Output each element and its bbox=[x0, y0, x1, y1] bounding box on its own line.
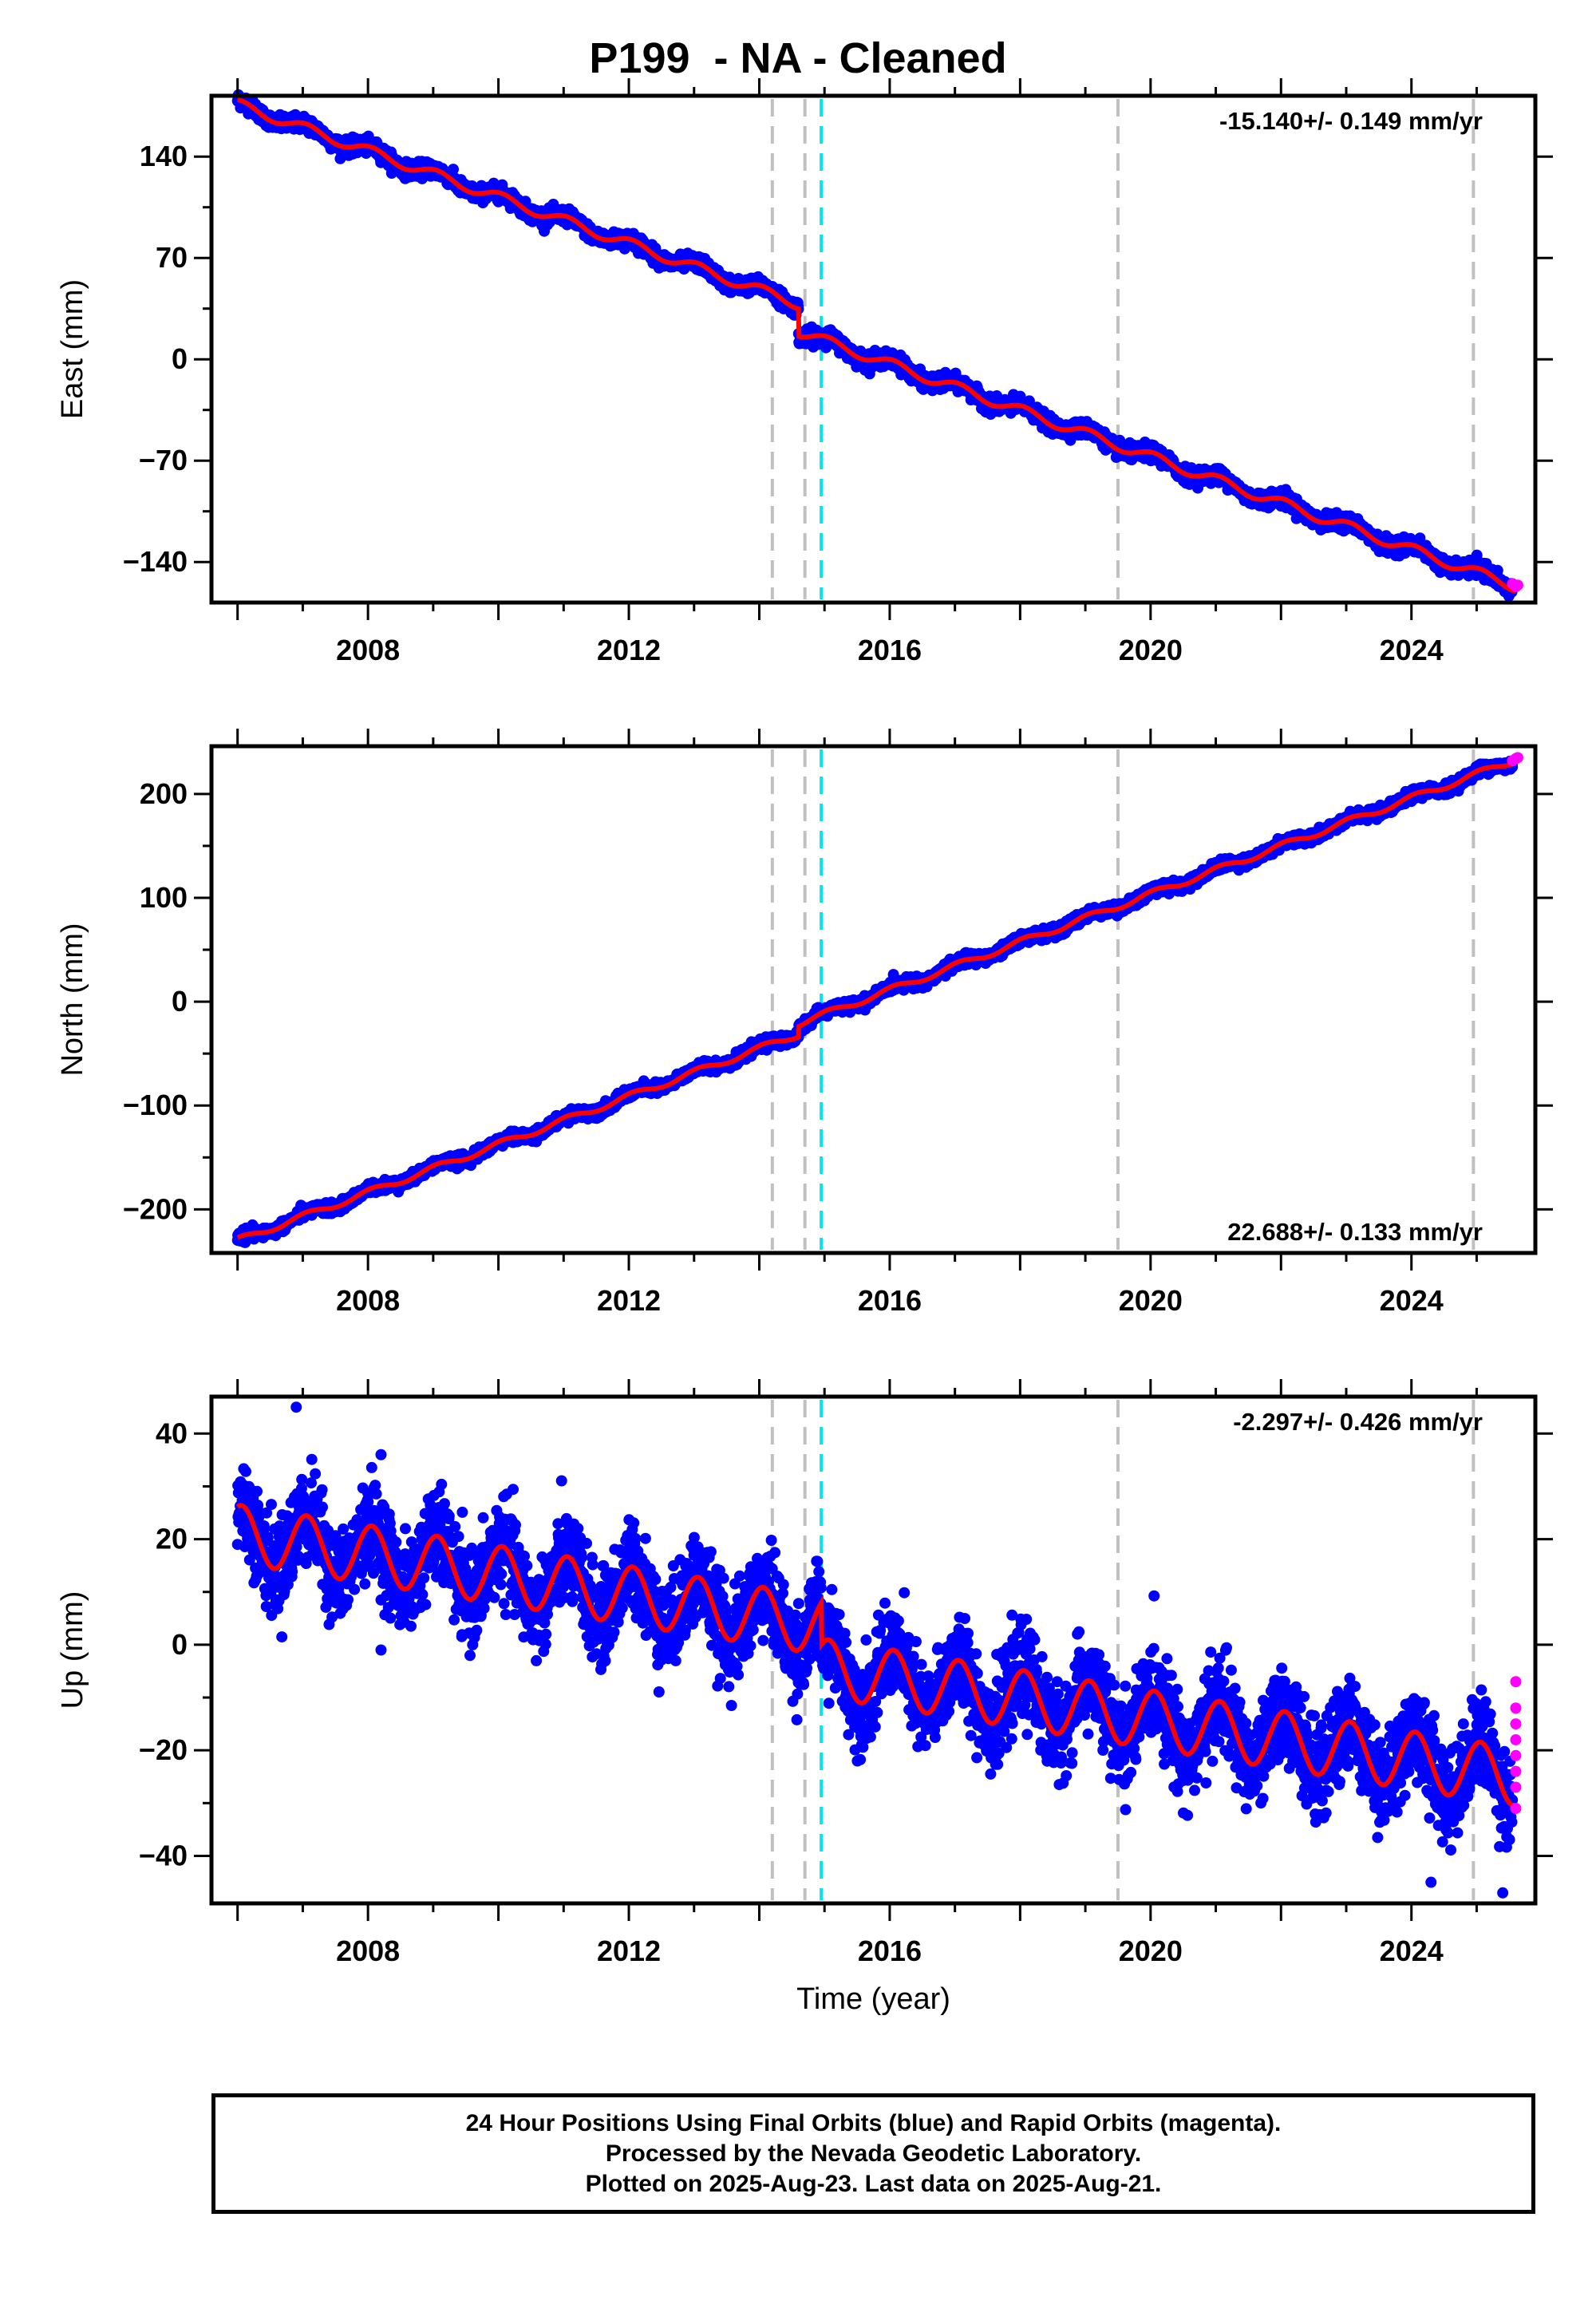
y-tick-label: 70 bbox=[156, 241, 188, 274]
y-tick-label: −140 bbox=[123, 545, 188, 578]
panel-east: −140 −70 0 70 140 2008 2012 2016 2020 2024 East (m… bbox=[56, 78, 1553, 666]
y-tick-label: 140 bbox=[140, 140, 188, 172]
time-series-plots: −140 −70 0 70 140 2008 2012 2016 2020 2024 East (m… bbox=[56, 78, 1553, 2016]
rapid-point bbox=[1511, 579, 1523, 591]
data-point bbox=[448, 164, 459, 176]
x-tick-label: 2016 bbox=[858, 634, 922, 666]
y-tick-label: −70 bbox=[139, 444, 188, 476]
y-axis-label: East (mm) bbox=[56, 279, 89, 419]
x-tick-label: 2020 bbox=[1119, 634, 1183, 666]
x-tick-label: 2024 bbox=[1380, 634, 1444, 666]
page-title: P199 - NA - Cleaned bbox=[589, 34, 1007, 82]
x-tick-label: 2008 bbox=[336, 634, 400, 666]
rate-label: -15.140+/- 0.149 mm/yr bbox=[1219, 107, 1483, 135]
x-tick-label: 2012 bbox=[597, 634, 661, 666]
y-tick-label: 0 bbox=[172, 342, 188, 375]
